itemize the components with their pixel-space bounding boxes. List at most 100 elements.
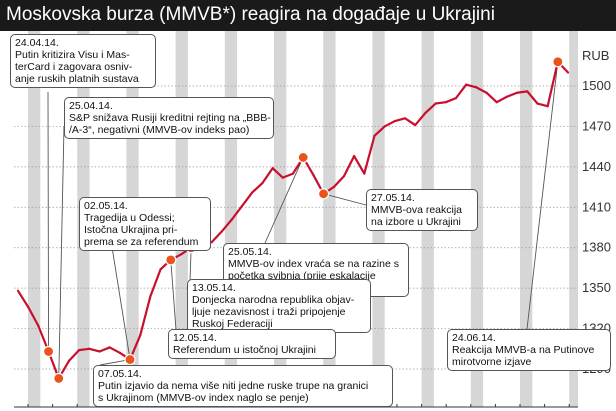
annotation-12-05: 12.05.14. Referendum u istočnoj Ukrajini — [168, 329, 336, 359]
annotation-date: 24.04.14. — [15, 37, 59, 49]
annotation-connector — [264, 157, 304, 244]
annotation-text: /A-3“, negativni (MMVB-ov indeks pao) — [69, 124, 250, 136]
series-line-segment — [475, 86, 488, 94]
annotation-24-06: 24.06.14. Reakcija MMVB-a na Putinove mi… — [447, 329, 611, 371]
annotation-date: 07.05.14. — [98, 368, 142, 380]
annotation-text: terCard i zagovara osniv- — [15, 61, 133, 73]
series-line-segment — [546, 60, 559, 108]
series-line-segment — [393, 117, 407, 123]
annotation-13-05: 13.05.14. Donjecka narodna republika obj… — [187, 279, 371, 333]
annotation-text: Putin kritizira Visu i Mas- — [15, 49, 130, 61]
series-line-segment — [149, 268, 162, 298]
series-line-segment — [383, 119, 396, 128]
annotation-text: Istočna Ukrajina pri- — [84, 224, 178, 236]
series-line-segment — [67, 349, 81, 363]
annotation-date: 12.05.14. — [173, 332, 217, 344]
annotation-connector — [170, 259, 177, 331]
series-line-segment — [271, 167, 284, 179]
annotation-text: Putin izjavio da nema više niti jedne ru… — [98, 380, 369, 392]
series-line-segment — [373, 125, 386, 137]
series-line-segment — [88, 347, 101, 353]
event-marker — [165, 254, 177, 266]
event-marker — [124, 353, 136, 366]
series-line-segment — [363, 134, 376, 175]
title-bar: Moskovska burza (MMVB*) reagira na događ… — [0, 0, 616, 31]
annotation-24-04: 24.04.14. Putin kritizira Visu i Mas- te… — [10, 34, 156, 88]
annotation-connector — [47, 91, 50, 352]
annotation-text: Tragedija u Odessi; — [84, 212, 175, 224]
annotation-07-05: 07.05.14. Putin izjavio da nema više nit… — [93, 365, 393, 407]
annotation-text: Reakcija MMVB-a na Putinove — [452, 344, 595, 356]
annotation-connector — [323, 193, 367, 206]
series-line-segment — [454, 83, 468, 100]
series-line-segment — [98, 346, 111, 353]
y-tick-label: 1410 — [582, 199, 611, 214]
background-stripe — [569, 31, 578, 407]
y-tick-label: 1470 — [582, 118, 611, 133]
series-line-segment — [444, 97, 458, 104]
series-line-segment — [230, 204, 244, 221]
event-marker — [42, 345, 55, 358]
series-line-segment — [78, 347, 91, 352]
series-line-segment — [27, 305, 40, 327]
annotation-02-05: 02.05.14. Tragedija u Odessi; Istočna Uk… — [79, 197, 211, 251]
annotation-text: mirotvorne izjave — [452, 356, 532, 368]
series-line-segment — [414, 111, 427, 127]
series-line-segment — [139, 295, 152, 337]
series-line-segment — [261, 167, 274, 185]
annotation-date: 24.06.14. — [452, 332, 496, 344]
event-marker — [317, 188, 330, 200]
annotation-date: 27.05.14. — [371, 192, 415, 204]
series-line-segment — [332, 175, 346, 189]
annotation-text: ljuje nezavisnost i traži pripojenje — [192, 306, 346, 318]
annotation-date: 25.05.14. — [228, 246, 272, 258]
series-line-segment — [495, 95, 508, 104]
series-line-segment — [424, 102, 437, 115]
series-line-segment — [353, 154, 366, 175]
series-line-segment — [515, 90, 529, 94]
annotation-text: anje ruskih platnih sustava — [15, 73, 139, 85]
y-tick-label: 1350 — [582, 280, 611, 295]
annotation-connector — [111, 246, 131, 360]
y-tick-label: 1500 — [582, 78, 611, 93]
series-line-segment — [108, 346, 121, 354]
annotation-text: na izbore u Ukrajini — [371, 216, 461, 228]
series-line-segment — [251, 181, 264, 194]
annotation-text: MMVB-ova reakcija — [371, 204, 463, 216]
annotation-text: MMVB-ov index vraća se na razine s — [228, 258, 399, 270]
series-line-segment — [281, 172, 295, 179]
annotation-text: prema se za referendum — [84, 236, 199, 248]
annotation-text: S&P snižava Rusiji kreditni rejting na „… — [69, 112, 271, 124]
series-line-segment — [220, 218, 233, 233]
annotation-text: Donjecka narodna republika objav- — [192, 294, 355, 306]
series-line-segment — [536, 102, 549, 108]
annotation-connector — [526, 61, 559, 330]
annotation-text: s Ukrajinom (MMVB-ov index naglo se penj… — [98, 392, 309, 404]
series-line-segment — [434, 101, 447, 105]
series-line-segment — [210, 230, 223, 244]
y-tick-label: 1380 — [582, 240, 611, 255]
series-line-segment — [240, 191, 254, 208]
annotation-connector — [58, 125, 65, 379]
annotation-date: 13.05.14. — [192, 282, 236, 294]
annotation-text: Referendum u istočnoj Ukrajini — [173, 344, 316, 356]
event-marker — [53, 372, 65, 385]
series-line-segment — [485, 91, 498, 104]
series-line-segment — [342, 154, 356, 178]
y-tick-label: 1440 — [582, 159, 611, 174]
annotation-date: 25.04.14. — [69, 100, 113, 112]
event-marker — [552, 56, 564, 68]
y-axis-label: RUB — [582, 48, 609, 63]
series-line-segment — [526, 90, 539, 105]
series-line-segment — [16, 289, 30, 309]
annotation-27-05: 27.05.14. MMVB-ova reakcija na izbore u … — [366, 189, 478, 231]
chart-title: Moskovska burza (MMVB*) reagira na događ… — [6, 4, 495, 25]
event-marker — [297, 151, 309, 164]
annotation-text: Ruskoj Federaciji — [192, 318, 273, 330]
annotation-date: 02.05.14. — [84, 200, 128, 212]
series-line-segment — [505, 91, 519, 98]
series-line-segment — [465, 83, 478, 89]
series-line-segment — [403, 117, 417, 127]
annotation-25-04: 25.04.14. S&P snižava Rusiji kreditni re… — [64, 97, 274, 139]
